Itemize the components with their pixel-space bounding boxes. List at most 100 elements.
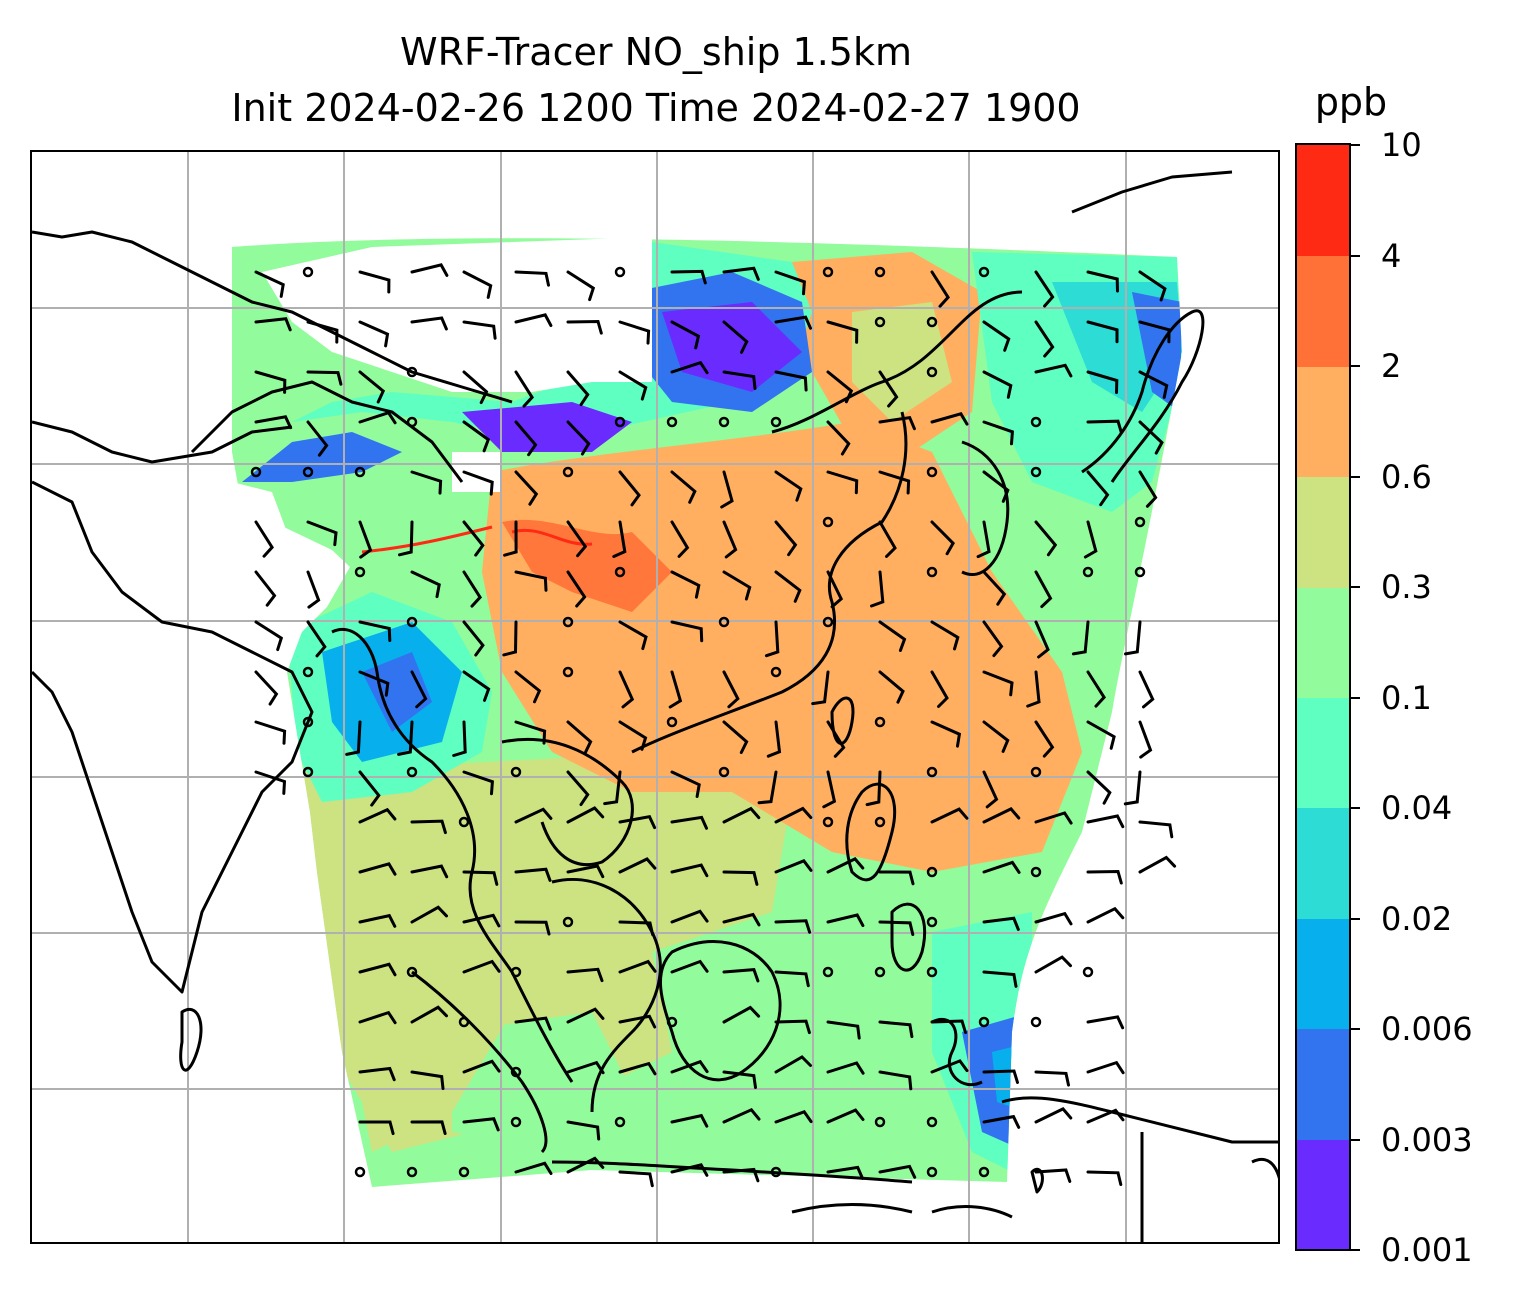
chart-title-line-1: WRF-Tracer NO_ship 1.5km bbox=[400, 30, 912, 74]
calm-wind-marker bbox=[718, 416, 730, 428]
colorbar-segment bbox=[1297, 586, 1349, 698]
wind-barb bbox=[462, 670, 491, 702]
wind-barb bbox=[930, 1059, 969, 1074]
wind-barb bbox=[722, 720, 749, 754]
wind-barb bbox=[1086, 869, 1123, 885]
wind-barb bbox=[670, 320, 701, 350]
wind-barb bbox=[1086, 370, 1119, 394]
wind-barb bbox=[811, 670, 830, 706]
calm-wind-marker bbox=[874, 966, 886, 978]
wind-barb bbox=[1034, 1107, 1073, 1124]
wind-barb bbox=[722, 570, 752, 601]
wind-barb bbox=[462, 913, 501, 928]
calm-wind-marker bbox=[1134, 516, 1146, 528]
wind-barb bbox=[764, 620, 780, 658]
wind-barb bbox=[1086, 1060, 1125, 1075]
calm-wind-marker bbox=[770, 416, 782, 428]
wind-barb bbox=[462, 570, 482, 608]
wind-barb bbox=[670, 360, 709, 375]
colorbar-tick-label: 2 bbox=[1381, 347, 1402, 385]
wind-barb bbox=[878, 1070, 913, 1091]
wind-barb bbox=[462, 870, 499, 886]
wind-barb bbox=[410, 1005, 448, 1024]
wind-barb bbox=[254, 620, 284, 652]
wind-barb bbox=[514, 867, 552, 882]
wind-barb bbox=[462, 620, 485, 657]
wind-barb bbox=[358, 670, 390, 697]
calm-wind-marker bbox=[1082, 566, 1094, 578]
wind-barb bbox=[870, 570, 885, 608]
calm-wind-marker bbox=[926, 966, 938, 978]
wind-barb bbox=[982, 720, 1010, 753]
calm-wind-marker bbox=[666, 716, 678, 728]
colorbar-tick-mark bbox=[1351, 254, 1360, 257]
wind-barb bbox=[254, 520, 274, 558]
wind-barb bbox=[514, 313, 553, 327]
wind-barbs bbox=[250, 263, 1177, 1188]
colorbar-tick-mark bbox=[1351, 475, 1360, 478]
wind-barb bbox=[514, 920, 551, 936]
colorbar-segment bbox=[1297, 1028, 1349, 1140]
calm-wind-marker bbox=[562, 616, 574, 628]
wind-barb bbox=[566, 1156, 605, 1174]
colorbar-unit-label: ppb bbox=[1314, 80, 1388, 124]
wind-barb bbox=[306, 520, 338, 547]
wind-barb bbox=[722, 1070, 757, 1089]
wind-barb bbox=[566, 270, 596, 302]
map-canvas bbox=[32, 152, 1278, 1242]
wind-barb bbox=[774, 370, 808, 392]
colorbar-tick-label: 10 bbox=[1381, 126, 1422, 164]
calm-wind-marker bbox=[302, 766, 314, 778]
calm-wind-marker bbox=[562, 466, 574, 478]
wind-barb bbox=[566, 370, 590, 407]
calm-wind-marker bbox=[822, 816, 834, 828]
wind-barb bbox=[982, 970, 1018, 988]
wind-barb bbox=[670, 520, 690, 558]
calm-wind-marker bbox=[510, 966, 522, 978]
wind-barb bbox=[722, 870, 759, 886]
calm-wind-marker bbox=[406, 966, 418, 978]
wind-barb bbox=[826, 420, 851, 456]
calm-wind-marker bbox=[926, 316, 938, 328]
wind-barb bbox=[722, 1107, 761, 1124]
wind-barb bbox=[254, 670, 279, 706]
wind-barb bbox=[826, 570, 844, 609]
map-gridlines bbox=[32, 152, 1278, 1242]
wind-barb bbox=[1034, 363, 1073, 378]
calm-wind-marker bbox=[926, 866, 938, 878]
calm-wind-marker bbox=[406, 766, 418, 778]
wind-barb bbox=[930, 720, 962, 748]
wind-barb bbox=[1124, 620, 1142, 656]
colorbar-segment bbox=[1297, 807, 1349, 919]
calm-wind-marker bbox=[926, 366, 938, 378]
wind-barb bbox=[774, 520, 798, 557]
wind-barb bbox=[930, 1019, 967, 1034]
wind-barb bbox=[1138, 370, 1169, 399]
calm-wind-marker bbox=[874, 316, 886, 328]
wind-barb bbox=[618, 320, 651, 345]
wind-barb bbox=[566, 806, 605, 824]
wind-barb bbox=[878, 670, 905, 704]
wind-barb bbox=[930, 670, 949, 708]
wind-barb bbox=[618, 959, 657, 974]
wind-barb bbox=[410, 864, 449, 879]
wind-barb bbox=[397, 720, 414, 756]
wind-barb bbox=[670, 1059, 709, 1074]
wind-barb bbox=[254, 720, 287, 745]
calm-wind-marker bbox=[978, 1166, 990, 1178]
wind-barb bbox=[878, 520, 897, 558]
wind-barb bbox=[514, 720, 547, 745]
calm-wind-marker bbox=[770, 666, 782, 678]
calm-wind-marker bbox=[666, 416, 678, 428]
colorbar-tick-label: 0.3 bbox=[1381, 568, 1432, 606]
wind-barb bbox=[670, 620, 704, 643]
wind-barb bbox=[982, 570, 1007, 606]
colorbar-tick-label: 0.1 bbox=[1381, 678, 1432, 717]
calm-wind-marker bbox=[1030, 1016, 1042, 1028]
wind-barb bbox=[618, 920, 655, 937]
wind-barb bbox=[878, 920, 915, 936]
calm-wind-marker bbox=[874, 816, 886, 828]
wind-barb bbox=[514, 570, 548, 592]
calm-wind-marker bbox=[1030, 416, 1042, 428]
wind-barb bbox=[462, 770, 494, 796]
